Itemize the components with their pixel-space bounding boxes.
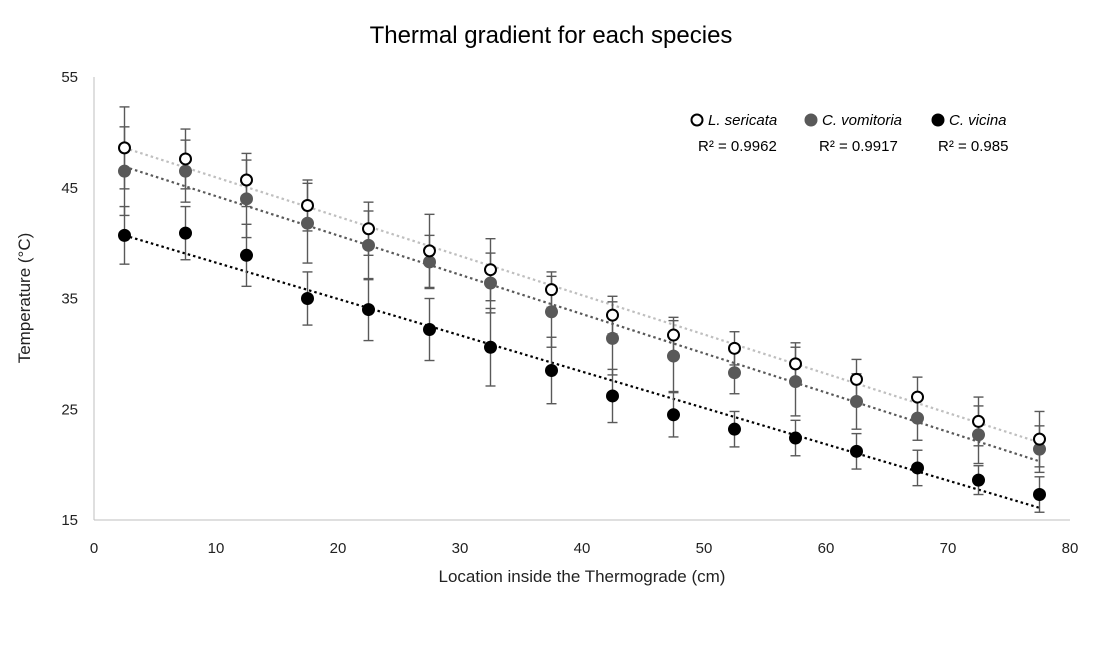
point-l-sericata xyxy=(728,341,741,355)
point-c-vicina xyxy=(118,228,131,242)
x-tick-label: 80 xyxy=(1062,540,1079,557)
y-axis-title: Temperature (°C) xyxy=(15,233,34,364)
point-c-vicina xyxy=(240,248,253,262)
y-tick-label: 45 xyxy=(61,180,78,197)
point-c-vicina xyxy=(606,389,619,403)
point-l-sericata xyxy=(484,263,497,277)
legend-label-c-vomitoria: C. vomitoria xyxy=(822,112,902,129)
point-l-sericata xyxy=(1033,432,1046,446)
point-c-vomitoria xyxy=(423,255,436,269)
point-c-vicina xyxy=(1033,488,1046,502)
legend-marker-c-vomitoria xyxy=(804,113,818,127)
point-l-sericata xyxy=(606,308,619,322)
x-tick-labels: 0 10 20 30 40 50 60 70 80 xyxy=(90,540,1079,557)
x-tick-label: 60 xyxy=(818,540,835,557)
axes xyxy=(93,77,1070,521)
point-c-vomitoria xyxy=(484,276,497,290)
point-c-vicina xyxy=(423,323,436,337)
point-l-sericata xyxy=(850,372,863,386)
point-c-vicina xyxy=(789,431,802,445)
point-l-sericata xyxy=(789,357,802,371)
trendline-c-vomitoria xyxy=(124,165,1040,463)
point-c-vicina xyxy=(545,363,558,377)
point-c-vomitoria xyxy=(240,192,253,206)
legend-label-l-sericata: L. sericata xyxy=(708,112,777,129)
trendline-c-vicina xyxy=(124,234,1040,509)
point-l-sericata xyxy=(972,414,985,428)
r2-label-l-sericata: R² = 0.9962 xyxy=(698,138,777,155)
r2-label-c-vicina: R² = 0.985 xyxy=(938,138,1008,155)
y-tick-label: 15 xyxy=(61,512,78,529)
legend-item-l-sericata: L. sericata R² = 0.9962 xyxy=(690,112,777,155)
point-c-vomitoria xyxy=(850,394,863,408)
point-l-sericata xyxy=(179,152,192,166)
point-c-vicina xyxy=(972,473,985,487)
point-l-sericata xyxy=(423,244,436,258)
point-c-vomitoria xyxy=(789,375,802,389)
point-c-vicina xyxy=(850,444,863,458)
point-l-sericata xyxy=(240,173,253,187)
point-c-vomitoria xyxy=(118,164,131,178)
point-c-vicina xyxy=(728,422,741,436)
x-tick-label: 0 xyxy=(90,540,98,557)
y-tick-labels: 15 25 35 45 55 xyxy=(61,69,78,529)
x-tick-label: 10 xyxy=(208,540,225,557)
x-tick-label: 50 xyxy=(696,540,713,557)
point-c-vomitoria xyxy=(972,428,985,442)
point-c-vicina xyxy=(484,340,497,354)
point-c-vomitoria xyxy=(179,164,192,178)
point-c-vicina xyxy=(362,303,375,317)
x-tick-label: 30 xyxy=(452,540,469,557)
x-tick-label: 40 xyxy=(574,540,591,557)
error-bars xyxy=(119,106,1045,513)
y-tick-label: 55 xyxy=(61,69,78,86)
point-c-vomitoria xyxy=(301,216,314,230)
legend-item-c-vomitoria: C. vomitoria R² = 0.9917 xyxy=(804,112,902,155)
point-c-vomitoria xyxy=(911,411,924,425)
x-tick-label: 70 xyxy=(940,540,957,557)
trendline-l-sericata xyxy=(124,146,1040,444)
trendlines xyxy=(124,146,1040,509)
legend: L. sericata R² = 0.9962 C. vomitoria R² … xyxy=(690,112,1008,155)
point-l-sericata xyxy=(301,198,314,212)
x-axis-title: Location inside the Thermograde (cm) xyxy=(439,567,726,586)
legend-marker-l-sericata xyxy=(690,113,704,127)
legend-marker-c-vicina xyxy=(931,113,945,127)
point-c-vicina xyxy=(179,226,192,240)
y-tick-label: 35 xyxy=(61,291,78,308)
point-c-vomitoria xyxy=(667,349,680,363)
point-l-sericata xyxy=(667,328,680,342)
point-c-vomitoria xyxy=(606,331,619,345)
point-l-sericata xyxy=(545,283,558,297)
point-c-vicina xyxy=(301,292,314,305)
x-tick-label: 20 xyxy=(330,540,347,557)
legend-item-c-vicina: C. vicina R² = 0.985 xyxy=(931,112,1008,155)
point-l-sericata xyxy=(362,222,375,236)
r2-label-c-vomitoria: R² = 0.9917 xyxy=(819,138,898,155)
point-c-vicina xyxy=(667,408,680,422)
point-c-vomitoria xyxy=(545,305,558,319)
data-points xyxy=(118,141,1046,502)
legend-label-c-vicina: C. vicina xyxy=(949,112,1007,129)
point-c-vicina xyxy=(911,461,924,475)
point-l-sericata xyxy=(911,390,924,404)
point-l-sericata xyxy=(118,141,131,155)
point-c-vomitoria xyxy=(728,366,741,380)
chart-title: Thermal gradient for each species xyxy=(370,22,733,49)
point-c-vomitoria xyxy=(362,238,375,252)
y-tick-label: 25 xyxy=(61,401,78,418)
